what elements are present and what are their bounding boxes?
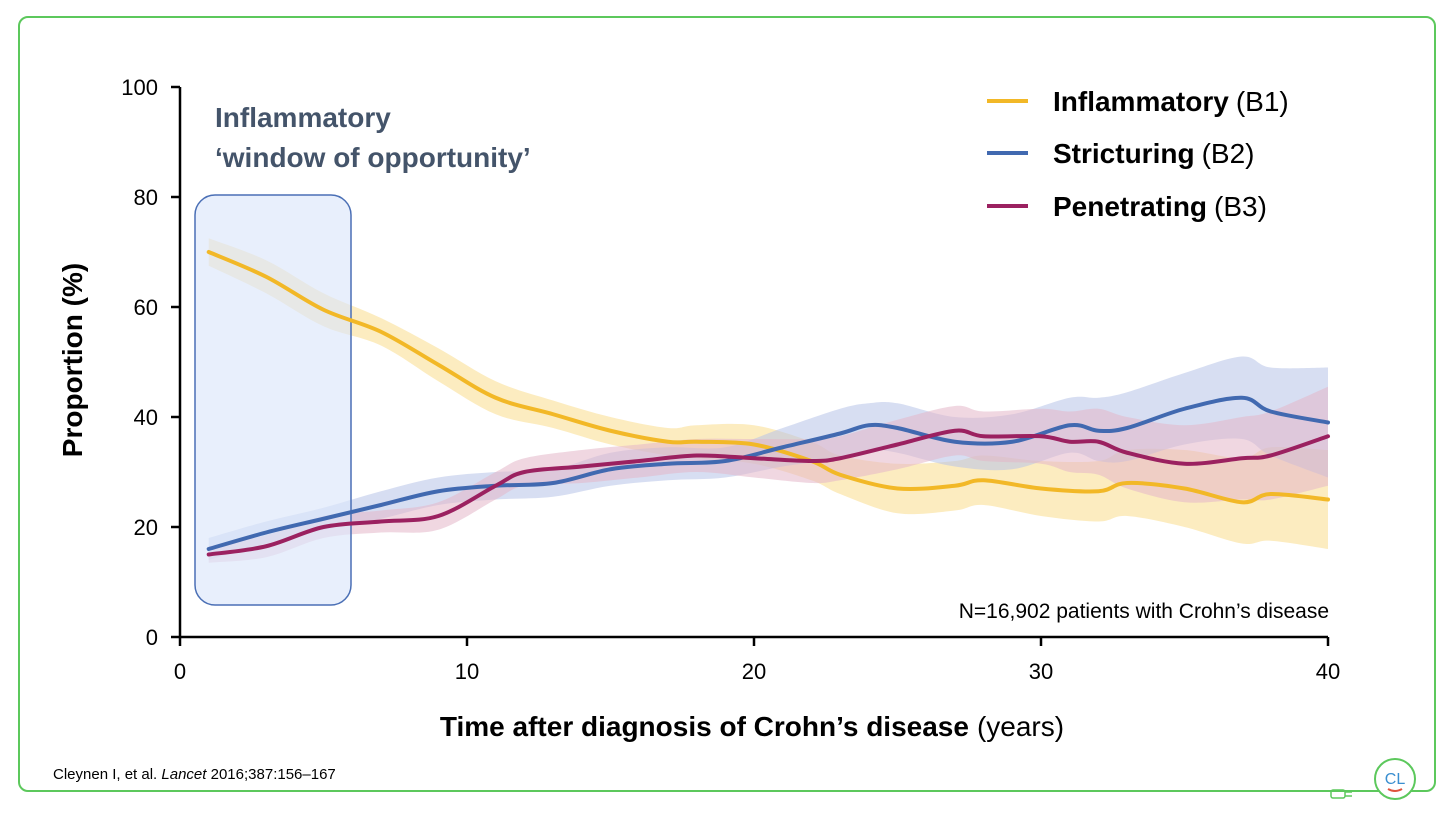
y-axis-title: Proportion (%) [57,263,88,457]
slide-border [18,16,1436,792]
series-line-2 [206,395,1330,551]
legend-label-b1: Inflammatory (B1) [1053,86,1289,117]
y-tick-label: 40 [134,405,158,430]
svg-text:CL: CL [1385,771,1406,788]
legend: Inflammatory (B1) Stricturing (B2) Penetra… [987,86,1289,222]
x-ticks: 0 10 20 30 40 [174,637,1340,684]
citation-ref: 2016;387:156–167 [210,766,336,783]
window-of-opportunity-box [194,194,352,606]
y-tick-label: 20 [134,515,158,540]
series-lines [206,250,1330,557]
x-tick-label: 20 [742,659,766,684]
brand-logo-icon: CL [1374,758,1416,800]
y-tick-label: 60 [134,295,158,320]
legend-label-b2: Stricturing (B2) [1053,138,1254,169]
series-line-3 [206,428,1330,557]
x-tick-label: 40 [1316,659,1340,684]
plug-icon [1330,789,1352,799]
citation-journal: Lancet [161,766,207,783]
x-axis-title: Time after diagnosis of Crohn’s disease(… [440,711,1064,742]
annotation-line2: ‘window of opportunity’ [215,142,531,173]
citation-authors: Cleynen I, et al. [53,766,158,783]
confidence-band-1 [208,238,1329,549]
sample-size-note: N=16,902 patients with Crohn’s disease [959,600,1329,623]
x-tick-label: 10 [455,659,479,684]
annotation-line1: Inflammatory [215,102,391,133]
y-tick-label: 0 [146,625,158,650]
legend-label-b3: Penetrating (B3) [1053,191,1267,222]
citation: Cleynen I, et al. Lancet 2016;387:156–16… [53,766,336,783]
x-tick-label: 30 [1029,659,1053,684]
y-ticks: 0 20 40 60 80 100 [121,75,180,650]
confidence-bands [208,238,1329,563]
y-tick-label: 80 [134,185,158,210]
y-tick-label: 100 [121,75,158,100]
x-tick-label: 0 [174,659,186,684]
